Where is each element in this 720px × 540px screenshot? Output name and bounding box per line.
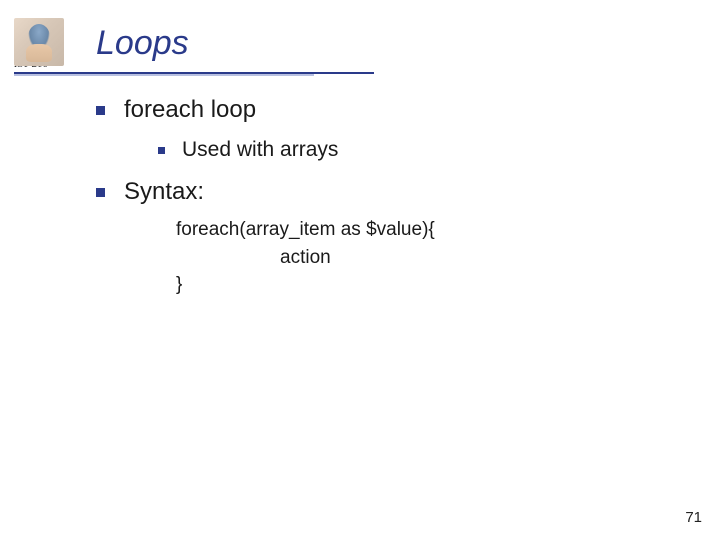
slide: IST 210 Loops foreach loop Used with arr… bbox=[0, 0, 720, 540]
code-line: foreach(array_item as $value){ bbox=[176, 216, 680, 244]
course-logo: IST 210 bbox=[14, 18, 64, 74]
square-bullet-icon bbox=[96, 106, 105, 115]
bullet-text: Syntax: bbox=[124, 178, 204, 205]
square-bullet-icon bbox=[158, 147, 165, 154]
slide-body: foreach loop Used with arrays Syntax: fo… bbox=[96, 96, 680, 311]
slide-title: Loops bbox=[96, 24, 189, 63]
code-line: } bbox=[176, 271, 680, 299]
title-underline bbox=[14, 72, 374, 74]
code-block: foreach(array_item as $value){ action } bbox=[176, 216, 680, 299]
logo-image bbox=[14, 18, 64, 66]
bullet-text: foreach loop bbox=[124, 96, 256, 123]
bullet-item: Syntax: foreach(array_item as $value){ a… bbox=[96, 178, 680, 299]
page-number: 71 bbox=[685, 509, 702, 526]
bullet-item: foreach loop Used with arrays bbox=[96, 96, 680, 162]
code-line: action bbox=[176, 244, 680, 272]
sub-bullet-item: Used with arrays bbox=[158, 138, 680, 162]
square-bullet-icon bbox=[96, 188, 105, 197]
sub-bullet-text: Used with arrays bbox=[182, 138, 338, 161]
